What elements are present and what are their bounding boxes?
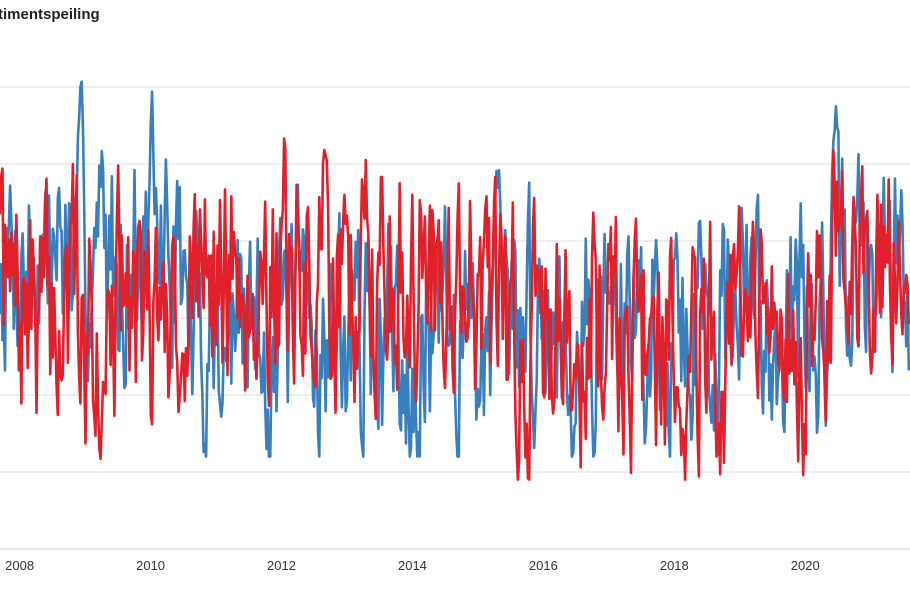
x-tick-label: 2018 [660, 558, 689, 573]
series-red-line [0, 137, 910, 482]
x-tick-label: 2010 [136, 558, 165, 573]
chart-title: timentspeiling [0, 6, 100, 23]
x-tick-label: 2014 [398, 558, 427, 573]
x-tick-label: 2008 [5, 558, 34, 573]
x-tick-label: 2016 [529, 558, 558, 573]
x-tick-label: 2020 [791, 558, 820, 573]
x-tick-labels: 2008 2010 2012 2014 2016 2018 2020 [5, 558, 820, 573]
x-tick-label: 2012 [267, 558, 296, 573]
